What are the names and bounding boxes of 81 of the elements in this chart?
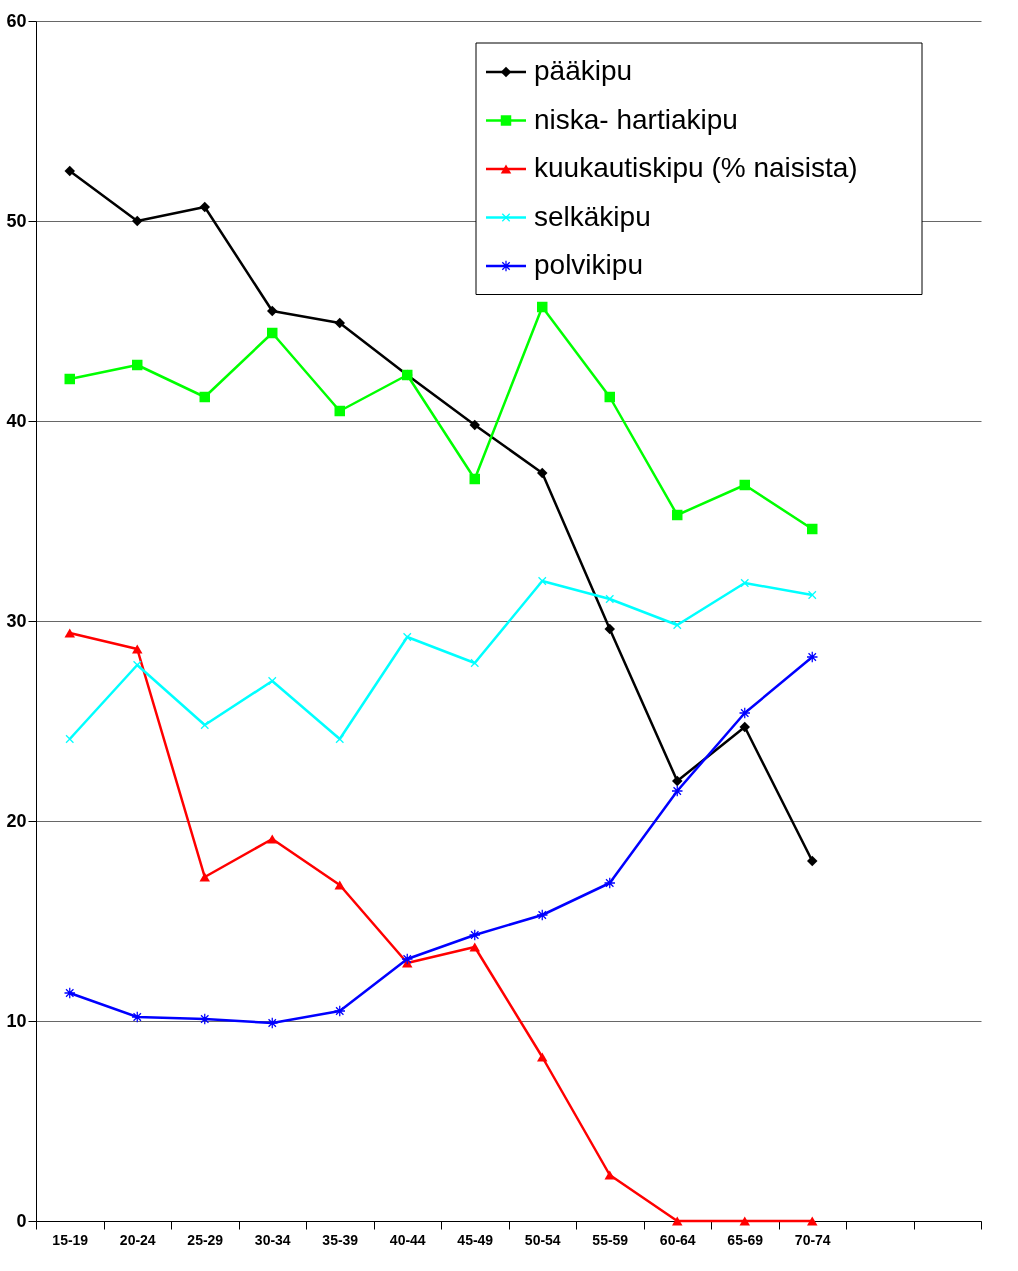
point [334,1005,345,1017]
point [64,373,75,385]
point [199,1013,210,1025]
x-tick-label: 15-19 [52,1231,89,1248]
point [267,305,278,317]
point [334,405,345,417]
point [65,734,74,744]
point [267,327,278,339]
point [537,1052,548,1062]
point [808,590,817,600]
x-tick-label: 55-59 [592,1231,629,1248]
point [807,1216,818,1226]
point [672,1216,683,1226]
legend-label: niska- hartiakipu [534,103,738,135]
point [469,929,480,941]
point [740,578,749,588]
point [538,576,547,586]
point [334,880,345,890]
point [469,473,480,485]
x-tick-label: 65-69 [727,1231,764,1248]
legend-label: selkäkipu [534,200,651,232]
point [739,479,750,491]
point [132,644,143,654]
point [672,785,683,797]
point [267,834,278,844]
point [807,523,818,535]
point [469,942,480,952]
point [739,707,750,719]
y-tick-label: 20 [6,810,27,831]
x-tick-label: 70-74 [794,1231,831,1248]
point [133,660,142,670]
point [132,359,143,371]
x-tick-label: 35-39 [322,1231,359,1248]
y-tick-label: 50 [6,210,27,231]
point [604,877,615,889]
point [199,872,210,882]
point [672,775,683,787]
point [672,509,683,521]
point [64,628,75,638]
point [64,165,75,177]
x-tick-label: 30-34 [254,1231,291,1248]
point [132,215,143,227]
point [199,391,210,403]
point [200,720,209,730]
point [402,953,413,965]
point [335,734,344,744]
point [469,419,480,431]
point [64,987,75,999]
point [807,651,818,663]
point [605,594,614,604]
point [604,623,615,635]
point [267,1017,278,1029]
point [334,317,345,329]
point [132,1011,143,1023]
x-tick-label: 25-29 [187,1231,224,1248]
legend-label: kuukautiskipu (% naisista) [534,152,858,183]
y-tick-label: 0 [16,1210,27,1231]
point [537,909,548,921]
point [604,391,615,403]
y-tick-label: 30 [6,610,27,631]
point [268,676,277,686]
y-tick-label: 10 [6,1010,27,1031]
point [537,301,548,313]
point [537,467,548,479]
x-tick-label: 40-44 [389,1231,426,1248]
point [739,1216,750,1226]
x-tick-label: 20-24 [119,1231,156,1248]
legend-label: pääkipu [534,55,633,86]
point [673,620,682,630]
x-tick-label: 50-54 [524,1231,561,1248]
point [403,632,412,642]
point [199,201,210,213]
y-tick-label: 60 [6,10,27,31]
point [807,855,818,867]
legend-label: polvikipu [534,249,643,280]
point [470,658,479,668]
x-tick-label: 60-64 [659,1231,696,1248]
point [739,721,750,733]
x-tick-label: 45-49 [457,1231,494,1248]
y-tick-label: 40 [6,410,27,431]
point [604,1170,615,1180]
